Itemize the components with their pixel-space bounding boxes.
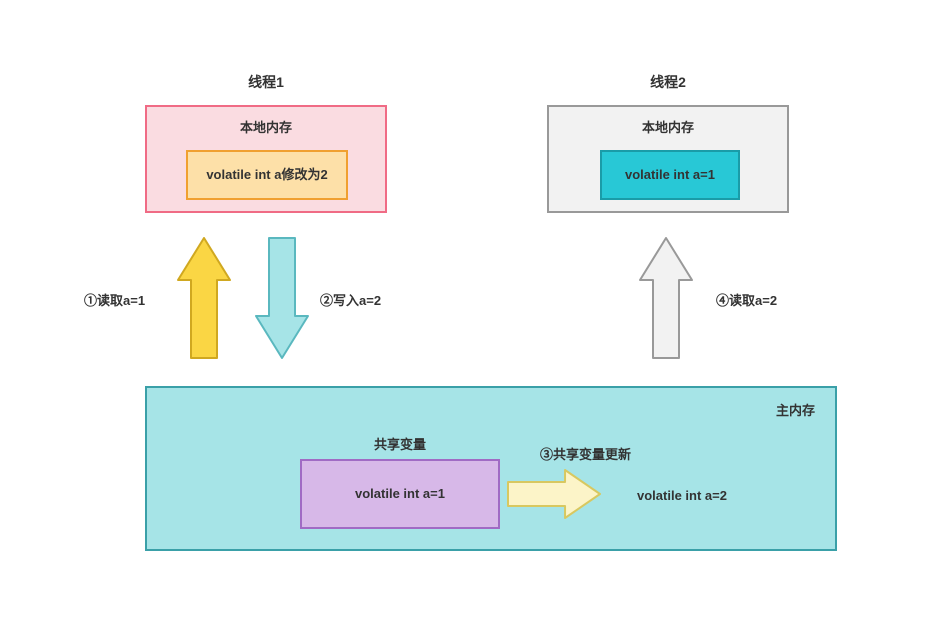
thread2-inner-box: volatile int a=1	[600, 150, 740, 200]
annotation-1: ①读取a=1	[84, 290, 145, 309]
arrow-up-thread1	[178, 238, 230, 358]
annotation-2: ②写入a=2	[320, 290, 381, 309]
thread1-inner-box: volatile int a修改为2	[186, 150, 348, 200]
thread2-inner-text: volatile int a=1	[625, 166, 715, 184]
thread1-title: 线程1	[145, 72, 387, 92]
shared-var-box: volatile int a=1	[300, 459, 500, 529]
arrow-right-shared	[508, 470, 600, 518]
arrow-up-thread2	[640, 238, 692, 358]
thread2-title: 线程2	[547, 72, 789, 92]
arrow-down-thread1	[256, 238, 308, 358]
thread1-box-label: 本地内存	[147, 117, 385, 136]
shared-var-text: volatile int a=1	[355, 485, 445, 503]
thread2-box-label: 本地内存	[549, 117, 787, 136]
shared-var-label: 共享变量	[300, 434, 500, 453]
main-memory-result: volatile int a=2	[637, 488, 727, 503]
main-memory-label: 主内存	[776, 400, 815, 419]
annotation-3: ③共享变量更新	[540, 444, 631, 463]
thread1-inner-text: volatile int a修改为2	[206, 166, 327, 184]
annotation-4: ④读取a=2	[716, 290, 777, 309]
